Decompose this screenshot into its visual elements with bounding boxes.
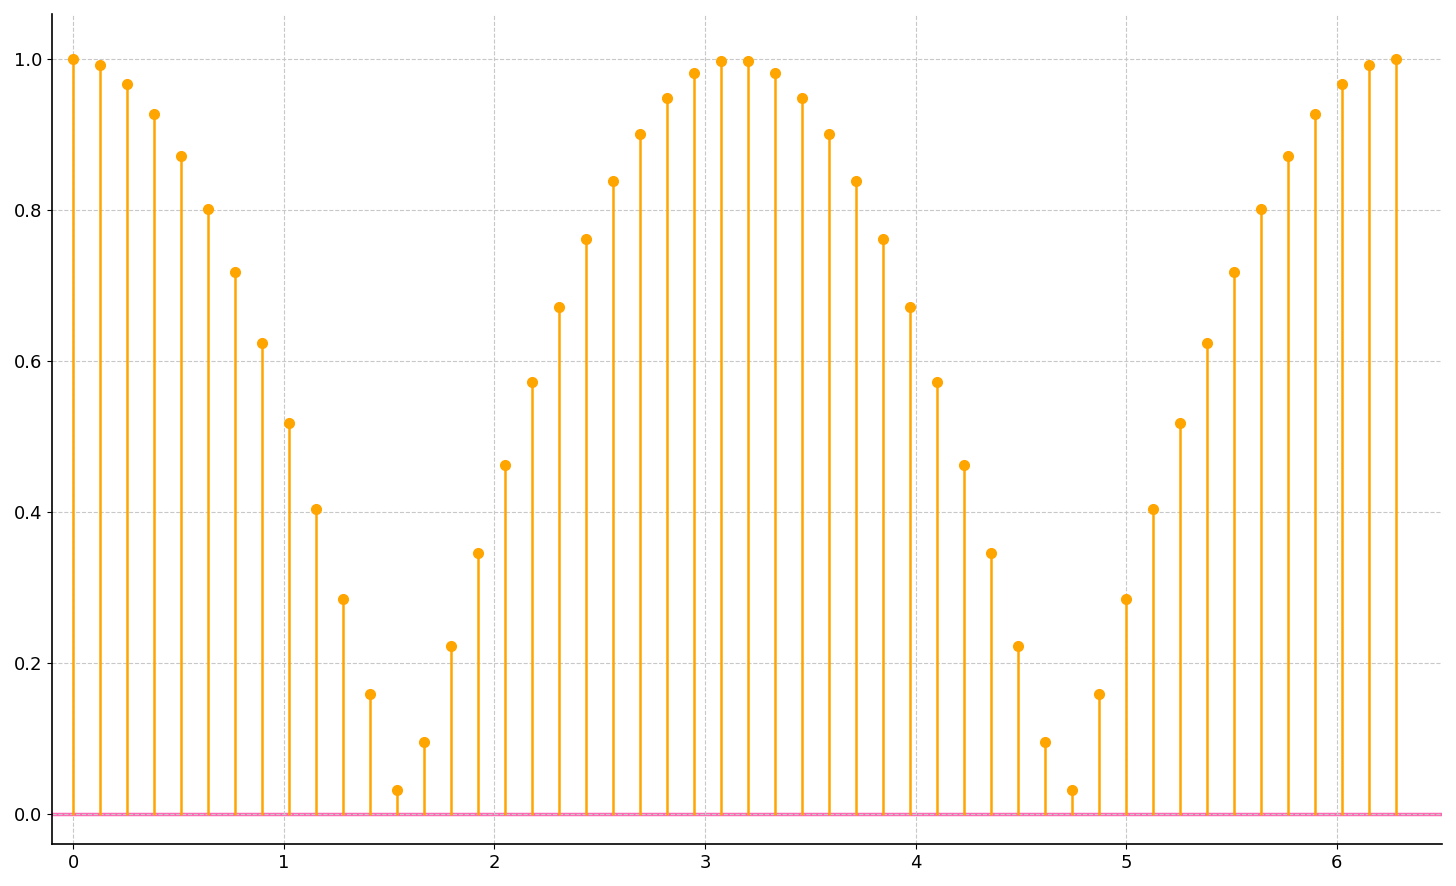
Point [1358,58,1382,73]
Point [466,547,489,561]
Point [494,458,517,472]
Point [61,52,84,66]
Point [844,175,868,189]
Point [763,66,786,81]
Point [1169,416,1192,430]
Point [872,232,895,246]
Point [737,54,760,68]
Point [1223,265,1246,279]
Point [547,299,571,314]
Point [683,66,706,81]
Point [1115,592,1139,606]
Point [1142,501,1165,516]
Point [89,58,112,73]
Point [818,127,842,141]
Point [980,547,1003,561]
Point [1006,639,1029,653]
Point [655,90,678,105]
Point [1249,202,1273,216]
Point [224,265,248,279]
Point [278,416,301,430]
Point [304,501,328,516]
Point [926,375,949,389]
Point [197,202,220,216]
Point [1385,52,1408,66]
Point [521,375,545,389]
Point [358,687,381,701]
Point [1331,77,1354,91]
Point [1195,337,1219,351]
Point [143,107,166,121]
Point [952,458,976,472]
Point [250,337,274,351]
Point [791,90,814,105]
Point [1034,734,1057,749]
Point [709,54,732,68]
Point [169,149,192,163]
Point [440,639,463,653]
Point [601,175,625,189]
Point [1088,687,1111,701]
Point [1277,149,1300,163]
Point [629,127,652,141]
Point [1061,783,1085,797]
Point [898,299,922,314]
Point [575,232,598,246]
Point [386,783,409,797]
Point [412,734,435,749]
Point [115,77,138,91]
Point [1303,107,1326,121]
Point [332,592,355,606]
